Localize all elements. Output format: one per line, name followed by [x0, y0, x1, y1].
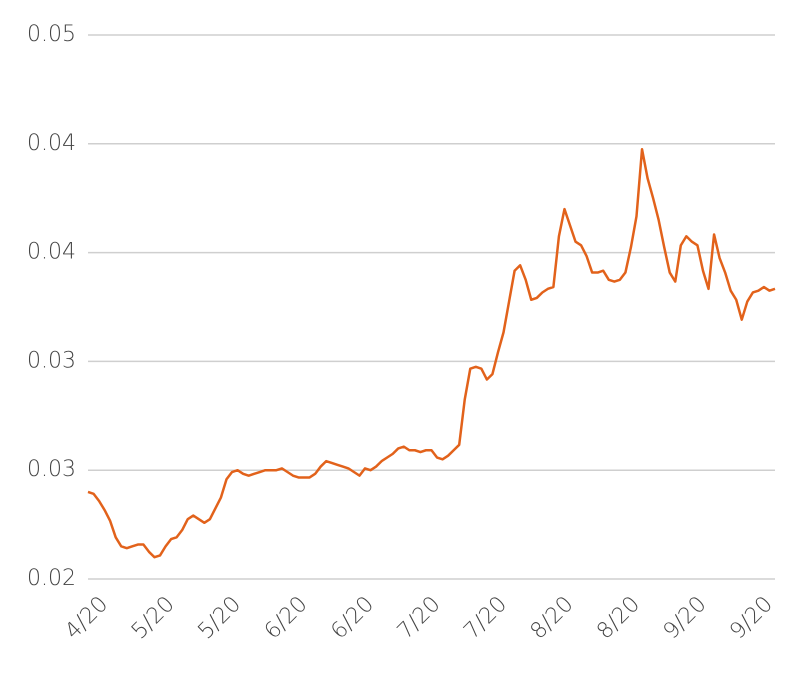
- x-tick-label: 7/20: [393, 592, 446, 645]
- x-tick-label: 5/20: [127, 592, 180, 645]
- x-tick-label: 5/20: [193, 592, 246, 645]
- x-tick-label: 9/20: [725, 592, 778, 645]
- x-tick-label: 9/20: [659, 592, 712, 645]
- x-tick-label: 7/20: [459, 592, 512, 645]
- x-tick-label: 4/20: [60, 592, 113, 645]
- y-tick-label: 0.04: [27, 131, 76, 156]
- y-tick-label: 0.02: [27, 566, 76, 591]
- y-tick-label: 0.04: [27, 240, 76, 265]
- y-tick-label: 0.05: [27, 22, 76, 47]
- x-tick-label: 8/20: [592, 592, 645, 645]
- y-tick-label: 0.03: [27, 457, 76, 482]
- y-tick-label: 0.03: [27, 348, 76, 373]
- line-series: [87, 147, 776, 559]
- x-tick-label: 8/20: [526, 592, 579, 645]
- x-tick-label: 6/20: [260, 592, 313, 645]
- x-tick-label: 6/20: [326, 592, 379, 645]
